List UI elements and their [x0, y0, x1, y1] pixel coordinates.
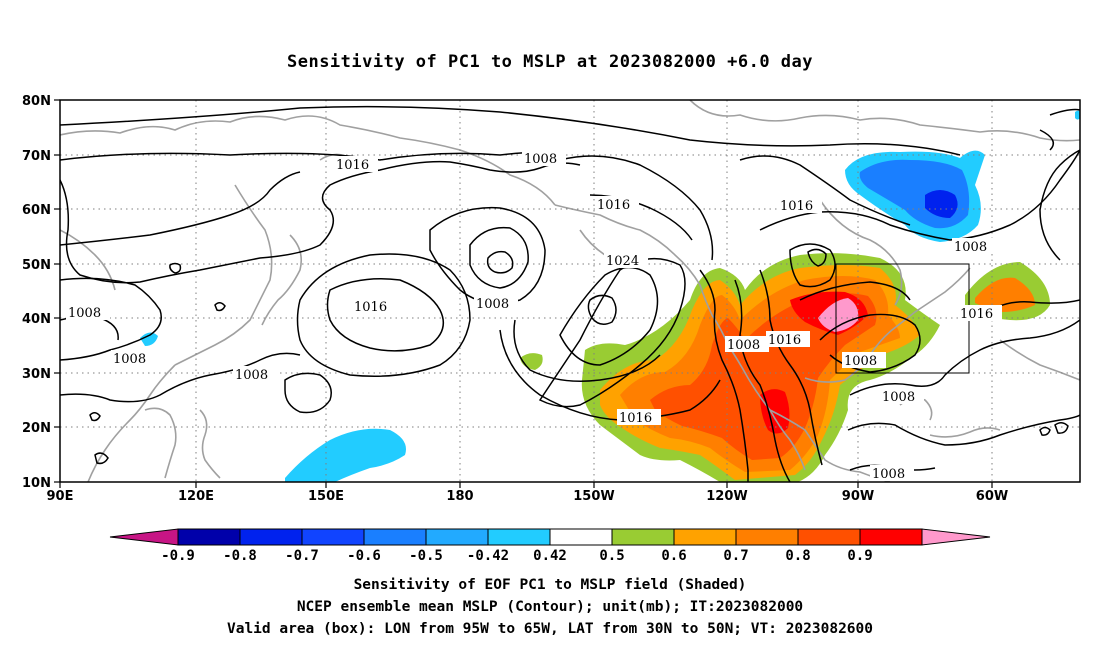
colorbar-box — [611, 528, 675, 546]
figure-title: Sensitivity of PC1 to MSLP at 2023082000… — [287, 52, 813, 72]
lat-label: 50N — [22, 258, 51, 273]
lat-label: 30N — [22, 367, 51, 382]
colorbar-tick-label: -0.9 — [161, 548, 195, 564]
footer-line-1: Sensitivity of EOF PC1 to MSLP field (Sh… — [354, 577, 747, 593]
lon-label: 90W — [842, 489, 874, 504]
lat-label: 20N — [22, 421, 51, 436]
contour-label: 1008 — [954, 240, 987, 255]
colorbar-tick-label: -0.5 — [409, 548, 443, 564]
contour-label: 1016 — [336, 158, 369, 173]
longitude-labels: 90E 120E 150E 180 150W 120W 90W 60W — [47, 489, 1009, 504]
footer-line-2: NCEP ensemble mean MSLP (Contour); unit(… — [297, 599, 803, 615]
colorbar-tick-label: 0.42 — [533, 548, 567, 564]
colorbar-tick-label: -0.42 — [467, 548, 509, 564]
contour-label: 1008 — [476, 297, 509, 312]
coastlines — [60, 100, 1080, 482]
contour-label: 1016 — [354, 300, 387, 315]
contour-label: 1008 — [882, 390, 915, 405]
latitude-labels: 80N 70N 60N 50N 40N 30N 20N 10N — [22, 94, 51, 491]
mslp-contours — [60, 105, 1080, 482]
colorbar-tick-label: 0.5 — [599, 548, 624, 564]
colorbar-tick-label: 0.8 — [785, 548, 810, 564]
axis-ticks — [54, 99, 993, 488]
shaded-negative — [140, 110, 1080, 482]
colorbar-box — [177, 528, 241, 546]
lat-label: 70N — [22, 149, 51, 164]
colorbar-tick-label: 0.7 — [723, 548, 748, 564]
map-panel: 1016 1008 1016 1016 1008 1024 1008 1016 … — [60, 100, 1080, 482]
colorbar-box — [363, 528, 427, 546]
map-frame — [59, 99, 1081, 483]
colorbar-box — [673, 528, 737, 546]
colorbar-box — [735, 528, 799, 546]
contour-label: 1008 — [727, 338, 760, 353]
contour-label: 1024 — [606, 254, 639, 269]
lon-label: 60W — [976, 489, 1008, 504]
colorbar-right-arrow — [921, 528, 991, 546]
contour-label: 1016 — [960, 307, 993, 322]
lon-label: 120W — [706, 489, 747, 504]
colorbar-tick-label: -0.7 — [285, 548, 319, 564]
lat-label: 60N — [22, 203, 51, 218]
contour-label: 1008 — [113, 352, 146, 367]
contour-label: 1008 — [235, 368, 268, 383]
lat-label: 80N — [22, 94, 51, 109]
contour-label: 1008 — [524, 152, 557, 167]
contour-label: 1016 — [619, 411, 652, 426]
contour-label-group: 1016 1008 1016 1016 1008 1024 1008 1016 … — [66, 150, 1002, 482]
colorbar-box — [859, 528, 923, 546]
contour-label: 1008 — [844, 354, 877, 369]
colorbar-box — [301, 528, 365, 546]
contour-label: 1016 — [780, 199, 813, 214]
colorbar-tick-label: -0.6 — [347, 548, 381, 564]
contour-label: 1016 — [768, 333, 801, 348]
colorbar-left-arrow — [109, 528, 179, 546]
colorbar-box — [487, 528, 551, 546]
contour-label: 1008 — [872, 467, 905, 482]
colorbar-tick-label: -0.8 — [223, 548, 257, 564]
colorbar — [109, 528, 991, 546]
colorbar-tick-label: 0.9 — [847, 548, 872, 564]
lat-label: 10N — [22, 476, 51, 491]
lon-label: 90E — [47, 489, 74, 504]
lon-label: 150W — [573, 489, 614, 504]
colorbar-labels: -0.9 -0.8 -0.7 -0.6 -0.5 -0.42 0.42 0.5 0.6 0.7 0.… — [161, 548, 873, 564]
contour-label: 1008 — [68, 306, 101, 321]
lat-label: 40N — [22, 312, 51, 327]
contour-label: 1016 — [597, 198, 630, 213]
colorbar-tick-label: 0.6 — [661, 548, 686, 564]
colorbar-box — [549, 528, 613, 546]
lon-label: 180 — [446, 489, 473, 504]
footer-line-3: Valid area (box): LON from 95W to 65W, L… — [227, 621, 873, 637]
lon-label: 150E — [308, 489, 344, 504]
colorbar-box — [239, 528, 303, 546]
colorbar-box — [425, 528, 489, 546]
lon-label: 120E — [178, 489, 214, 504]
colorbar-box — [797, 528, 861, 546]
